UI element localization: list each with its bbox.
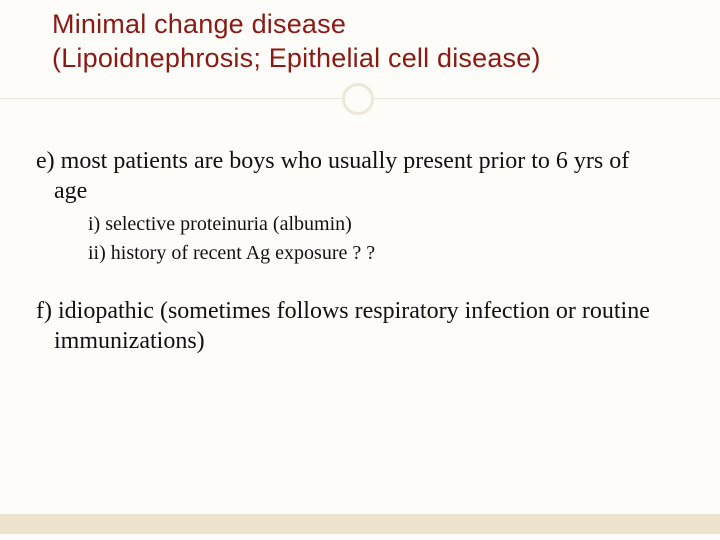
title-line-1: Minimal change disease — [52, 8, 680, 42]
circle-ornament-icon — [342, 83, 374, 115]
bullet-e: e) most patients are boys who usually pr… — [36, 146, 660, 206]
slide-title: Minimal change disease (Lipoidnephrosis;… — [52, 8, 680, 76]
bullet-e-ii: ii) history of recent Ag exposure ? ? — [36, 241, 660, 266]
title-line-2: (Lipoidnephrosis; Epithelial cell diseas… — [52, 42, 680, 76]
slide: Minimal change disease (Lipoidnephrosis;… — [0, 0, 720, 540]
bullet-e-i: i) selective proteinuria (albumin) — [36, 212, 660, 237]
bottom-band — [0, 514, 720, 534]
content-region: e) most patients are boys who usually pr… — [36, 146, 660, 356]
bullet-f: f) idiopathic (sometimes follows respira… — [36, 296, 660, 356]
